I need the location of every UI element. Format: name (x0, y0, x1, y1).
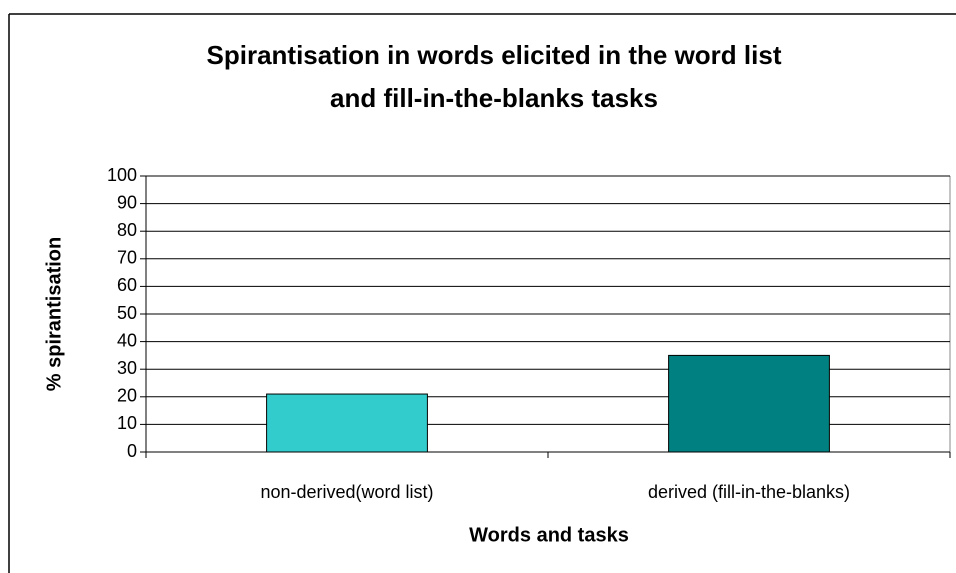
x-tick-label: non-derived(word list) (260, 482, 433, 502)
chart-title: Spirantisation in words elicited in the … (207, 40, 782, 70)
y-tick-label: 40 (117, 330, 137, 350)
y-tick-label: 80 (117, 220, 137, 240)
y-tick-label: 0 (127, 441, 137, 461)
y-axis-title: % spirantisation (43, 237, 65, 391)
y-tick-label: 70 (117, 248, 137, 268)
bar (668, 354, 830, 453)
y-tick-label: 90 (117, 192, 137, 212)
y-tick-label: 20 (117, 386, 137, 406)
x-tick-label: derived (fill-in-the-blanks) (648, 482, 850, 502)
bar (266, 393, 428, 453)
chart-title: and fill-in-the-blanks tasks (330, 83, 658, 113)
y-tick-label: 30 (117, 358, 137, 378)
x-axis-title: Words and tasks (469, 524, 629, 546)
y-tick-label: 60 (117, 275, 137, 295)
y-tick-label: 100 (107, 165, 137, 185)
y-tick-label: 50 (117, 303, 137, 323)
y-tick-label: 10 (117, 413, 137, 433)
